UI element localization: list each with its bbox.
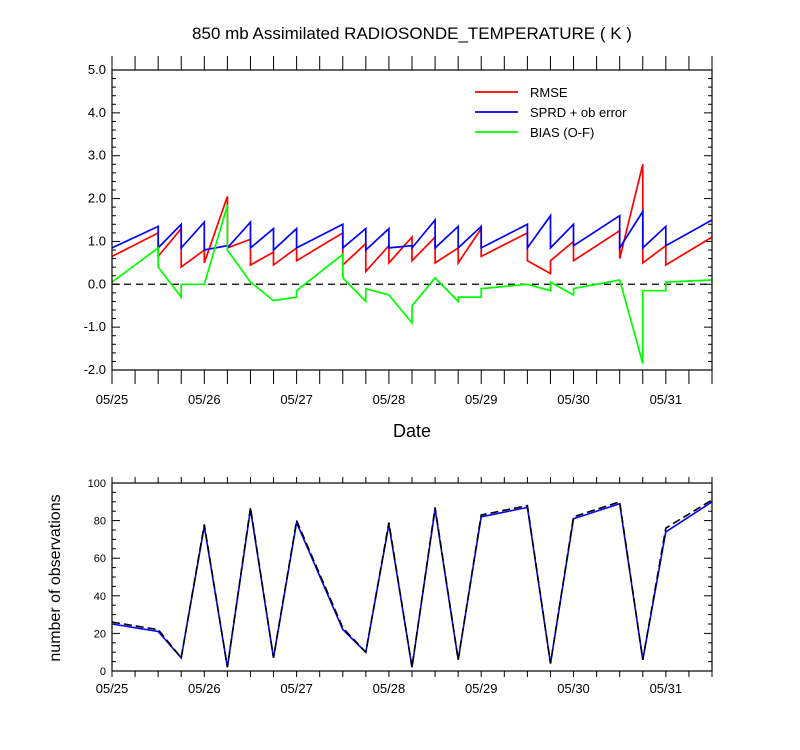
plot-frame: [111, 69, 713, 371]
y-tick-label: 0.0: [88, 276, 106, 291]
y-tick-label: -1.0: [84, 319, 106, 334]
y-tick-label: 4.0: [88, 105, 106, 120]
series-line-observations-assimilated: [111, 501, 713, 668]
x-tick-label: 05/28: [373, 681, 406, 696]
x-tick-label: 05/31: [650, 681, 683, 696]
y-tick-label: 5.0: [88, 62, 106, 77]
plot-frame: [111, 482, 713, 672]
series-line-observations-possible: [111, 499, 713, 668]
x-tick-label: 05/28: [373, 392, 406, 407]
x-tick-label: 05/26: [188, 392, 221, 407]
y-tick-label: 2.0: [88, 191, 106, 206]
legend: RMSE SPRD + ob error BIAS (O-F): [475, 85, 627, 140]
x-tick-label: 05/25: [96, 392, 129, 407]
y-tick-label: 1.0: [88, 233, 106, 248]
legend-label-sprd: SPRD + ob error: [530, 105, 627, 120]
x-tick-label: 05/25: [96, 681, 129, 696]
x-tick-label: 05/27: [280, 681, 313, 696]
y-tick-label: 80: [94, 516, 106, 528]
y-tick-label: 100: [88, 478, 106, 490]
series-line-rmse: [111, 164, 713, 276]
bottom-chart: 0 20 40 60 80 100 05/25 05/26 05/27 05/28 05/29 05/…: [88, 477, 713, 696]
chart-title: 850 mb Assimilated RADIOSONDE_TEMPERATUR…: [192, 24, 632, 43]
legend-label-bias: BIAS (O-F): [530, 125, 594, 140]
x-tick-label: 05/31: [650, 392, 683, 407]
y-tick-label: 60: [94, 553, 106, 565]
y-axis-label: number of observations: [47, 494, 64, 661]
y-tick-label: 20: [94, 628, 106, 640]
y-tick-label: 0: [100, 666, 106, 678]
x-tick-label: 05/26: [188, 681, 221, 696]
legend-label-rmse: RMSE: [530, 85, 568, 100]
x-tick-label: 05/29: [465, 392, 498, 407]
x-tick-label: 05/30: [557, 392, 590, 407]
top-chart: -2.0 -1.0 0.0 1.0 2.0 3.0 4.0 5.0 05/25 05/26 05/2…: [84, 56, 713, 407]
series-line-sprd-ob-error: [111, 208, 713, 252]
x-tick-label: 05/27: [280, 392, 313, 407]
x-axis-label: Date: [393, 421, 431, 441]
y-tick-label: 40: [94, 591, 106, 603]
series-line-bias-o-f: [111, 204, 713, 364]
x-tick-label: 05/29: [465, 681, 498, 696]
x-tick-label: 05/30: [557, 681, 590, 696]
y-tick-label: -2.0: [84, 362, 106, 377]
y-tick-label: 3.0: [88, 148, 106, 163]
